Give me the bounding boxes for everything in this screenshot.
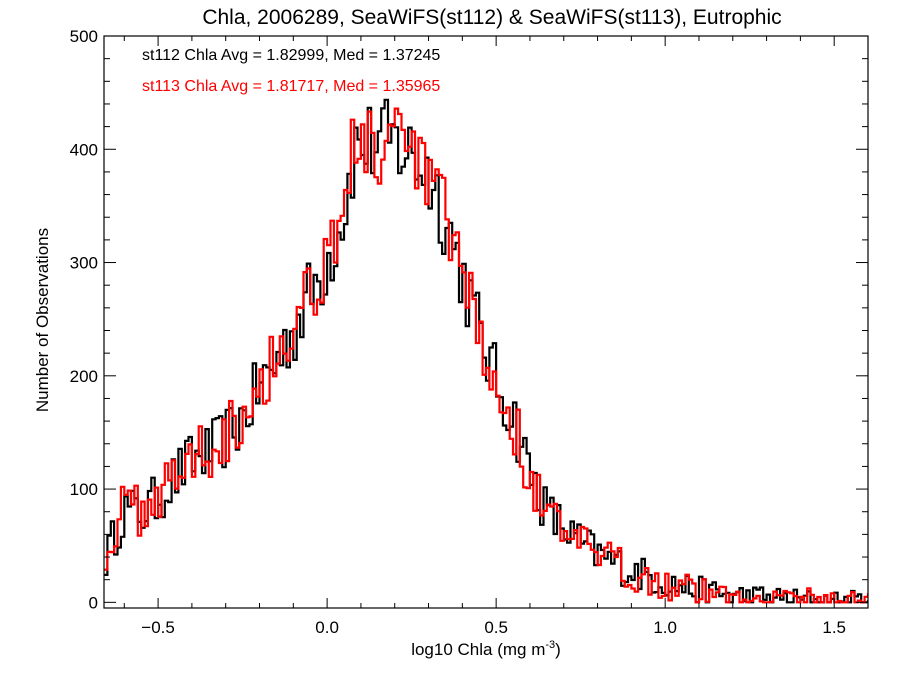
series-st112-line (104, 98, 868, 604)
x-tick-label: 1.5 (822, 618, 846, 637)
y-axis: 0 100 200 300 400 500 (70, 27, 868, 612)
y-tick-label: 200 (70, 367, 98, 386)
y-tick-label: 300 (70, 254, 98, 273)
x-axis-title: log10 Chla (mg m-3) (411, 639, 561, 659)
x-tick-label: −0.5 (141, 618, 175, 637)
series-st113-line (104, 107, 868, 604)
series-layer (104, 98, 868, 604)
x-axis-title-close: ) (555, 640, 561, 659)
x-axis-title-exponent: -3 (545, 639, 555, 651)
x-tick-label: 0.5 (484, 618, 508, 637)
annotation-st112: st112 Chla Avg = 1.82999, Med = 1.37245 (142, 47, 440, 64)
y-tick-label: 500 (70, 27, 98, 46)
x-axis-title-text: log10 Chla (mg m (411, 640, 545, 659)
x-tick-label: 1.0 (653, 618, 677, 637)
chart-title: Chla, 2006289, SeaWiFS(st112) & SeaWiFS(… (202, 6, 781, 29)
y-tick-label: 0 (89, 593, 98, 612)
y-tick-label: 100 (70, 480, 98, 499)
y-tick-label: 400 (70, 140, 98, 159)
plot-frame (103, 35, 869, 609)
x-axis: −0.5 0.0 0.5 1.0 1.5 (123, 36, 869, 637)
y-axis-title: Number of Observations (33, 228, 52, 412)
x-tick-label: 0.0 (315, 618, 339, 637)
annotation-st113: st113 Chla Avg = 1.81717, Med = 1.35965 (142, 78, 440, 95)
